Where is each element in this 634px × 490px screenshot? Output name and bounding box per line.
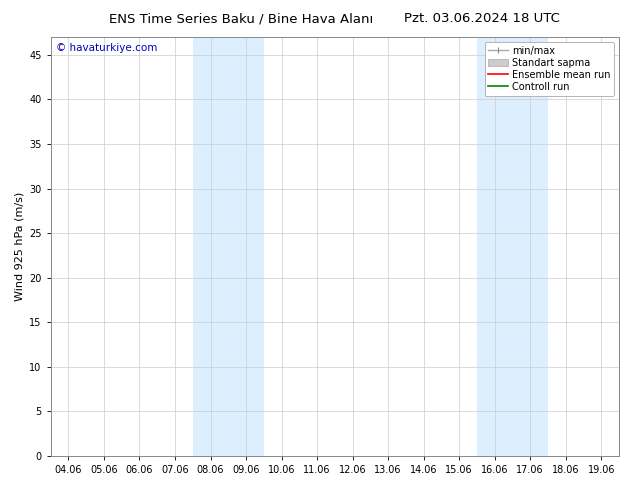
Legend: min/max, Standart sapma, Ensemble mean run, Controll run: min/max, Standart sapma, Ensemble mean r… bbox=[484, 42, 614, 96]
Bar bbox=[193, 37, 228, 456]
Bar bbox=[477, 37, 512, 456]
Text: Pzt. 03.06.2024 18 UTC: Pzt. 03.06.2024 18 UTC bbox=[404, 12, 560, 25]
Y-axis label: Wind 925 hPa (m/s): Wind 925 hPa (m/s) bbox=[15, 192, 25, 301]
Text: © havaturkiye.com: © havaturkiye.com bbox=[56, 43, 158, 53]
Text: ENS Time Series Baku / Bine Hava Alanı: ENS Time Series Baku / Bine Hava Alanı bbox=[109, 12, 373, 25]
Bar bbox=[512, 37, 548, 456]
Bar bbox=[228, 37, 264, 456]
